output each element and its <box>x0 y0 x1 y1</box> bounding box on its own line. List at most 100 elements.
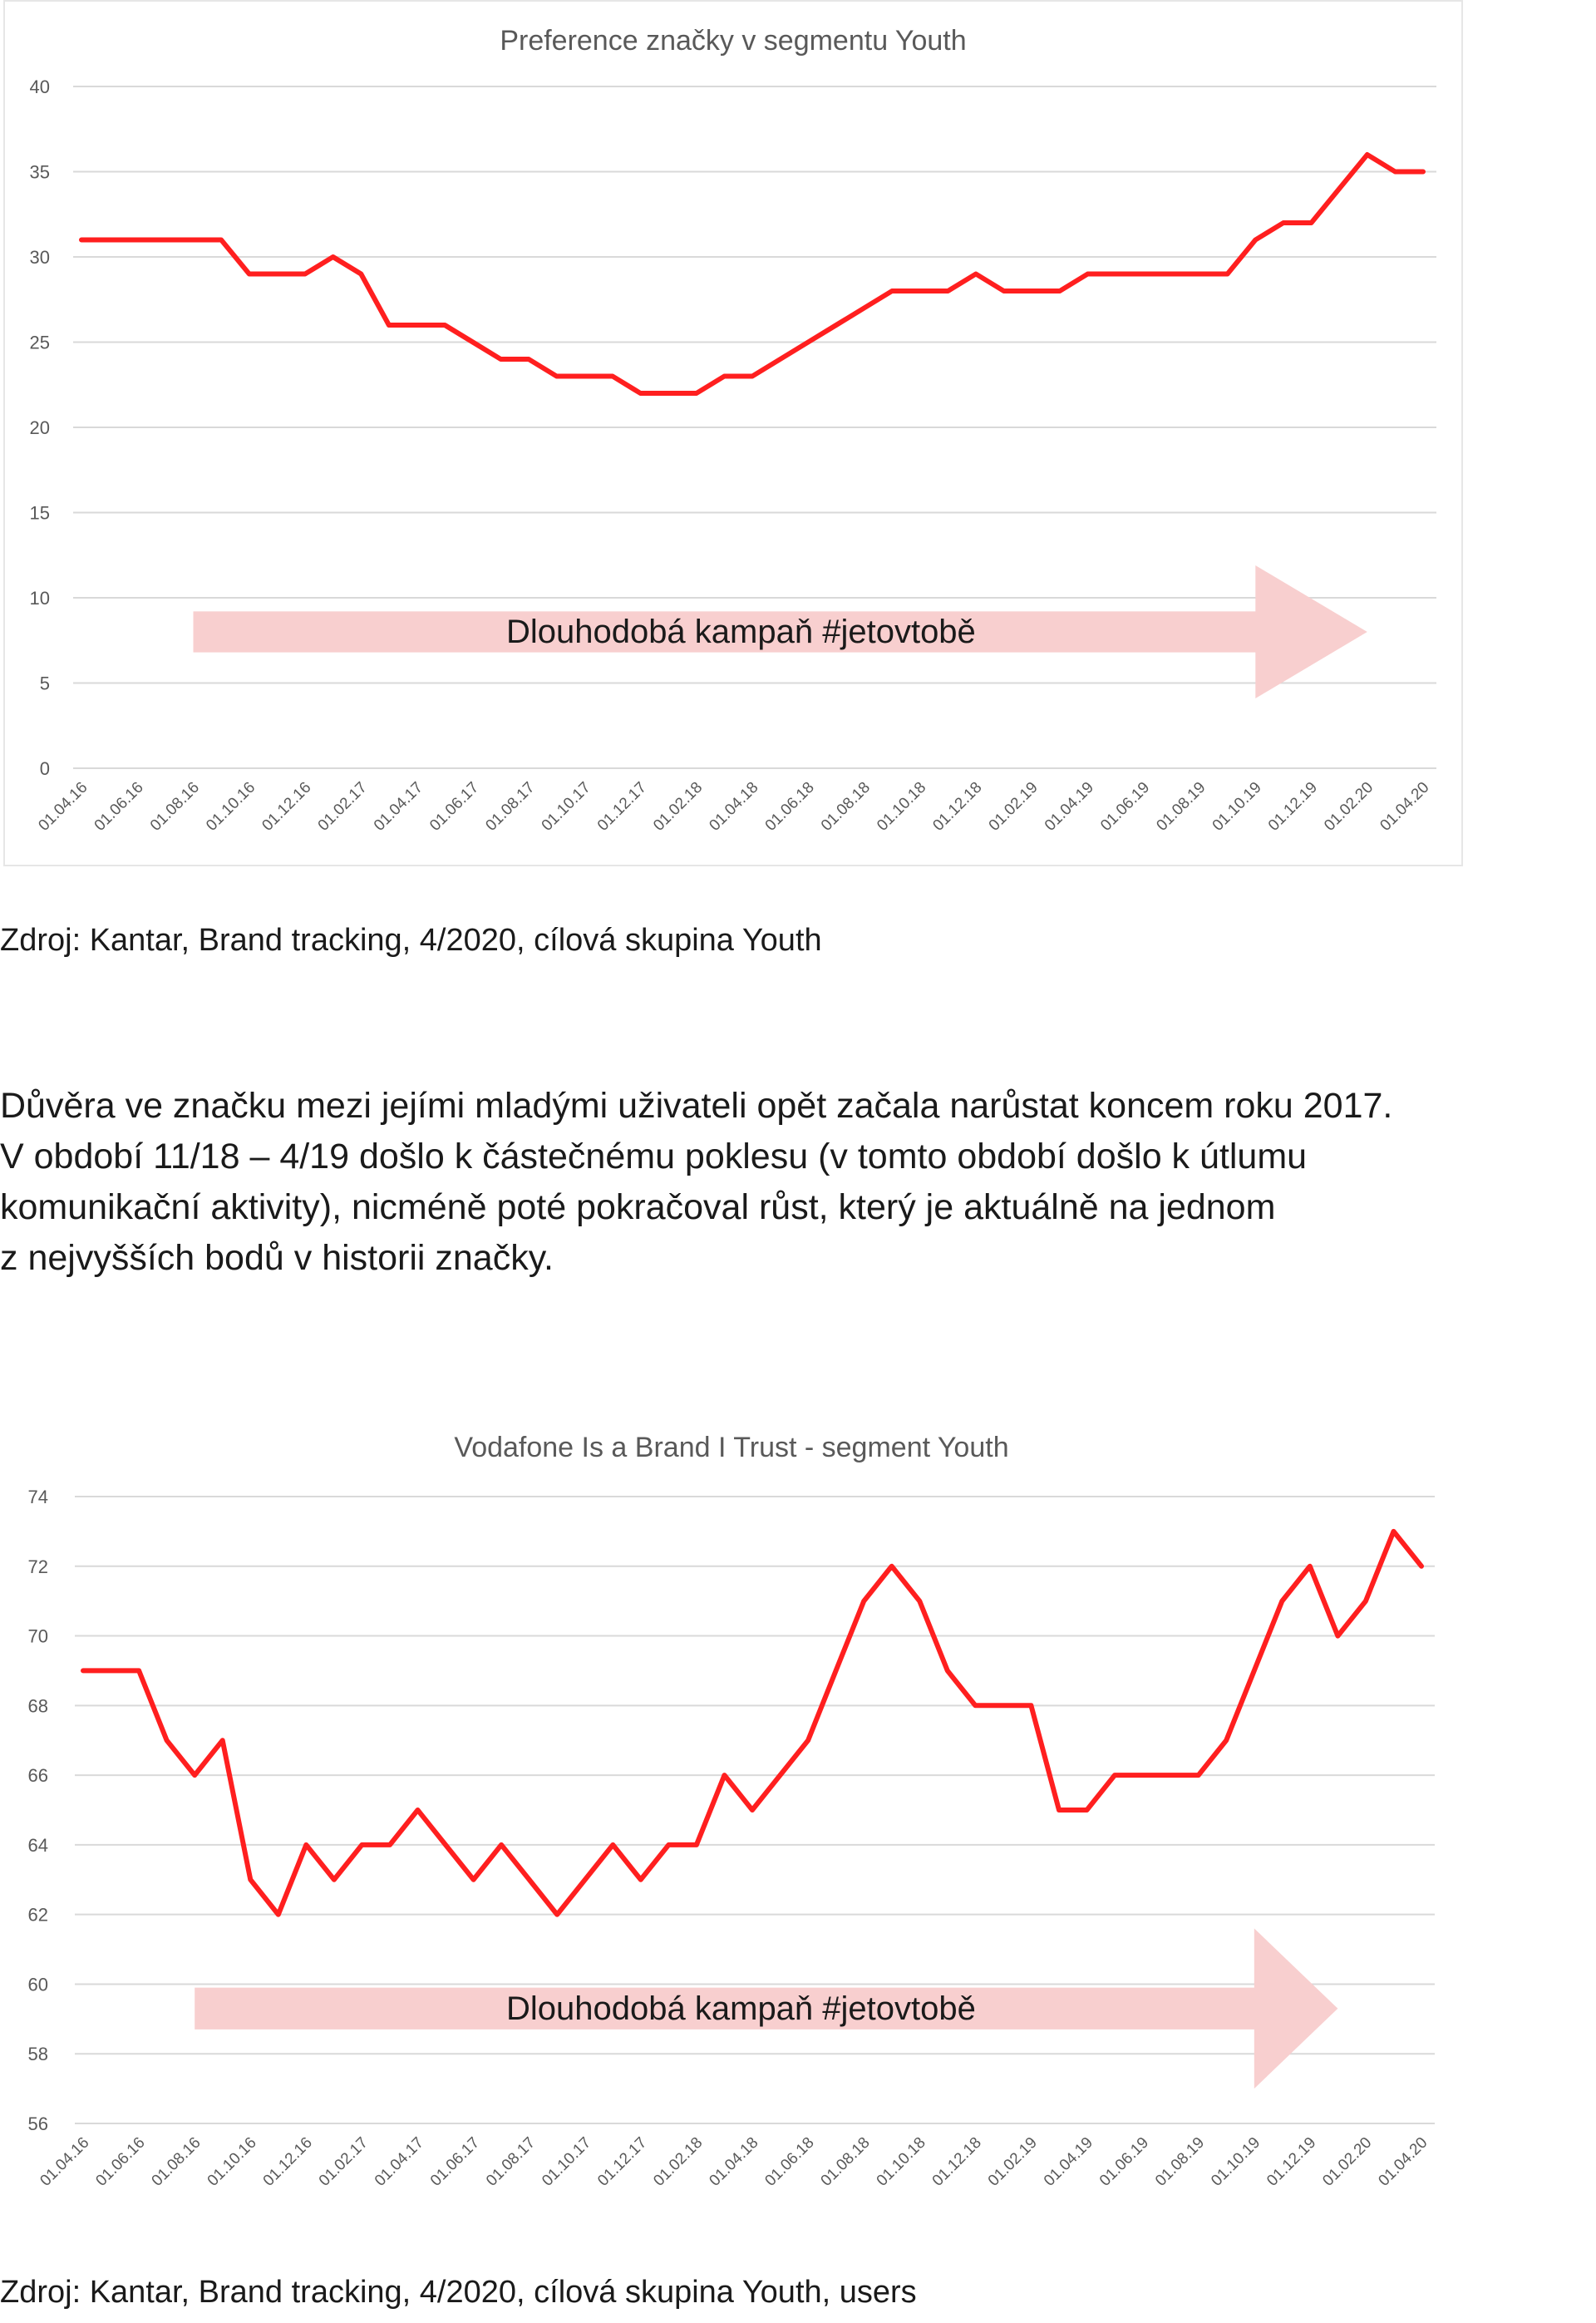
source-note-chart2: Zdroj: Kantar, Brand tracking, 4/2020, c… <box>0 2275 917 2310</box>
x-tick-label: 01.08.19 <box>1152 2134 1208 2190</box>
chart-preference-youth: Preference značky v segmentu Youth 0 5 10 15… <box>3 0 1463 866</box>
data-point <box>526 357 531 362</box>
data-point <box>303 272 308 277</box>
data-point <box>1392 1529 1396 1534</box>
y-tick-label: 15 <box>30 503 50 524</box>
series-line <box>81 1528 1424 1917</box>
data-point <box>358 272 363 277</box>
data-point <box>303 1842 308 1847</box>
data-point <box>973 1703 978 1708</box>
data-point <box>1001 1703 1006 1708</box>
data-point <box>220 1738 225 1743</box>
data-point <box>498 357 503 362</box>
data-point <box>192 1773 197 1778</box>
campaign-arrow-label: Dlouhodobá kampaň #jetovtobě <box>506 1990 976 2027</box>
campaign-arrow <box>195 1928 1338 2089</box>
chart-brand-trust-youth-plot: Vodafone Is a Brand I Trust - segment Yo… <box>28 1432 1435 2190</box>
x-tick-label: 01.06.19 <box>1097 779 1153 835</box>
data-point <box>805 1738 810 1743</box>
chart-title: Vodafone Is a Brand I Trust - segment Yo… <box>454 1432 1008 1463</box>
data-point <box>1337 186 1342 191</box>
series-line <box>79 152 1426 396</box>
data-point <box>694 1842 699 1847</box>
data-point <box>1086 272 1091 277</box>
data-point <box>889 289 894 293</box>
x-tick-label: 01.02.18 <box>650 2134 706 2190</box>
data-point <box>107 238 112 243</box>
data-point <box>136 1668 141 1673</box>
x-tick-label: 01.04.18 <box>706 2134 761 2190</box>
data-point <box>973 272 978 277</box>
data-point <box>889 1564 894 1569</box>
y-tick-label: 72 <box>28 1556 48 1577</box>
data-point <box>945 289 950 293</box>
x-tick-label: 01.06.17 <box>426 779 482 835</box>
x-tick-label: 01.12.17 <box>594 2134 650 2190</box>
x-tick-label: 01.08.19 <box>1153 779 1209 835</box>
data-point <box>1196 1773 1201 1778</box>
data-point <box>1252 1668 1257 1673</box>
x-tick-label: 01.10.16 <box>204 2134 260 2190</box>
data-point <box>918 289 923 293</box>
data-point <box>1029 289 1034 293</box>
data-point <box>610 374 615 379</box>
data-point <box>805 340 810 345</box>
data-point <box>274 272 279 277</box>
data-point <box>722 374 727 379</box>
y-tick-label: 5 <box>40 673 50 694</box>
x-tick-label: 01.10.17 <box>539 2134 594 2190</box>
data-point <box>638 1877 643 1882</box>
data-point <box>1112 1773 1117 1778</box>
data-point <box>109 1668 114 1673</box>
x-tick-label: 01.12.18 <box>929 2134 985 2190</box>
x-tick-label: 01.06.18 <box>762 779 818 835</box>
data-point <box>276 1912 281 1917</box>
x-tick-label: 01.04.19 <box>1042 779 1097 835</box>
data-point <box>387 1842 392 1847</box>
y-tick-label: 56 <box>28 2113 48 2134</box>
data-point <box>79 238 84 243</box>
data-point <box>666 1842 671 1847</box>
data-point <box>1197 272 1202 277</box>
data-point <box>387 323 392 328</box>
chart-brand-trust-youth: Vodafone Is a Brand I Trust - segment Yo… <box>3 1413 1463 2295</box>
body-line: Důvěra ve značku mezi jejími mladými uži… <box>0 1086 1393 1126</box>
campaign-arrow-label: Dlouhodobá kampaň #jetovtobě <box>506 614 976 650</box>
data-point <box>1421 170 1426 175</box>
data-point <box>470 340 475 345</box>
data-point <box>1419 1564 1424 1569</box>
x-tick-label: 01.06.17 <box>427 2134 483 2190</box>
x-tick-label: 01.10.16 <box>203 779 259 835</box>
x-tick-label: 01.12.19 <box>1265 779 1321 835</box>
x-tick-label: 01.08.18 <box>818 779 874 835</box>
x-tick-label: 01.02.19 <box>985 2134 1041 2190</box>
data-point <box>332 1877 337 1882</box>
x-tick-label: 01.02.18 <box>650 779 706 835</box>
x-tick-label: 01.04.16 <box>35 779 91 835</box>
data-point <box>1141 272 1146 277</box>
data-point <box>416 1808 421 1813</box>
data-point <box>1085 1808 1090 1813</box>
data-point <box>415 323 420 328</box>
x-tick-label: 01.06.16 <box>91 779 147 835</box>
x-tick-label: 01.06.19 <box>1096 2134 1152 2190</box>
data-point <box>163 238 168 243</box>
data-point <box>248 1877 253 1882</box>
data-point <box>638 391 643 396</box>
y-tick-label: 68 <box>28 1695 48 1716</box>
x-tick-label: 01.12.18 <box>929 779 985 835</box>
data-point <box>499 1842 504 1847</box>
x-tick-label: 01.08.18 <box>818 2134 874 2190</box>
data-point <box>1169 272 1174 277</box>
data-point <box>1308 1564 1313 1569</box>
x-tick-label: 01.04.17 <box>371 779 426 835</box>
y-tick-label: 62 <box>28 1905 48 1926</box>
data-point <box>471 1877 476 1882</box>
data-point <box>834 323 839 328</box>
x-tick-label: 01.02.17 <box>316 2134 372 2190</box>
x-tick-label: 01.10.17 <box>539 779 594 835</box>
data-point <box>1365 152 1370 157</box>
body-paragraph: Důvěra ve značku mezi jejími mladými uži… <box>0 1081 1596 1284</box>
data-point <box>945 1668 950 1673</box>
x-tick-label: 01.04.18 <box>706 779 761 835</box>
